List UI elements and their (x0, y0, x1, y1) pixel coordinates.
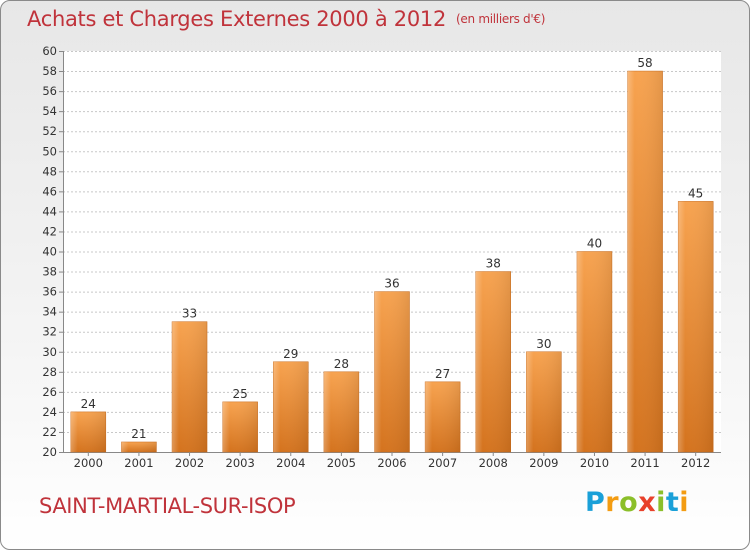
x-tick-label: 2010 (580, 456, 609, 470)
x-tick-label: 2008 (479, 456, 508, 470)
data-label: 21 (131, 427, 146, 441)
data-label: 27 (435, 367, 450, 381)
data-label: 24 (81, 397, 96, 411)
commune-name: SAINT-MARTIAL-SUR-ISOP (39, 494, 296, 518)
y-tick-label: 52 (42, 124, 57, 138)
x-tick-label: 2000 (74, 456, 103, 470)
x-tick-label: 2006 (377, 456, 406, 470)
y-tick-label: 46 (42, 184, 57, 198)
x-tick-label: 2004 (276, 456, 305, 470)
y-tick-label: 48 (42, 164, 57, 178)
chart-unit: (en milliers d'€) (456, 12, 546, 26)
y-tick-label: 38 (42, 265, 57, 279)
y-tick-label: 30 (42, 345, 57, 359)
data-label: 45 (688, 186, 703, 200)
x-tick-label: 2003 (226, 456, 255, 470)
x-tick-label: 2001 (124, 456, 153, 470)
bar-shade (678, 201, 714, 452)
data-label: 58 (637, 56, 652, 70)
x-tick-label: 2002 (175, 456, 204, 470)
x-tick-label: 2009 (529, 456, 558, 470)
bar-shade (172, 321, 208, 452)
chart-title: Achats et Charges Externes 2000 à 2012 (e… (27, 7, 545, 31)
y-tick-label: 58 (42, 64, 57, 78)
y-tick-label: 36 (42, 285, 57, 299)
proxiti-logo: Proxiti (585, 487, 690, 518)
bar-shade (475, 271, 511, 452)
x-tick-label: 2007 (428, 456, 457, 470)
bar-shade (627, 71, 663, 453)
y-tick-label: 26 (42, 385, 57, 399)
y-tick-label: 42 (42, 224, 57, 238)
y-tick-label: 32 (42, 325, 57, 339)
bar-shade (374, 291, 410, 452)
data-label: 40 (587, 237, 602, 251)
y-tick-label: 22 (42, 425, 57, 439)
y-tick-label: 56 (42, 84, 57, 98)
y-tick-label: 54 (42, 104, 57, 118)
y-tick-label: 24 (42, 405, 57, 419)
bar-shade (323, 371, 359, 452)
bar-shade (273, 361, 309, 452)
data-label: 36 (384, 277, 399, 291)
data-label: 30 (536, 337, 551, 351)
y-tick-label: 44 (42, 204, 57, 218)
x-tick-label: 2012 (681, 456, 710, 470)
x-tick-label: 2011 (630, 456, 659, 470)
bar-shade (70, 411, 106, 452)
data-label: 29 (283, 347, 298, 361)
bar-shade (425, 381, 461, 452)
bar-shade (121, 441, 157, 452)
y-tick-label: 40 (42, 245, 57, 259)
y-tick-label: 60 (42, 44, 57, 58)
data-label: 28 (334, 357, 349, 371)
y-tick-label: 20 (42, 445, 57, 459)
data-label: 25 (233, 387, 248, 401)
chart-title-text: Achats et Charges Externes 2000 à 2012 (27, 7, 447, 31)
y-tick-label: 28 (42, 365, 57, 379)
data-label: 38 (486, 257, 501, 271)
bar-shade (576, 251, 612, 452)
bar-shade (222, 401, 258, 452)
y-tick-label: 34 (42, 305, 57, 319)
x-tick-label: 2005 (327, 456, 356, 470)
bar-shade (526, 351, 562, 452)
y-tick-label: 50 (42, 144, 57, 158)
data-label: 33 (182, 307, 197, 321)
